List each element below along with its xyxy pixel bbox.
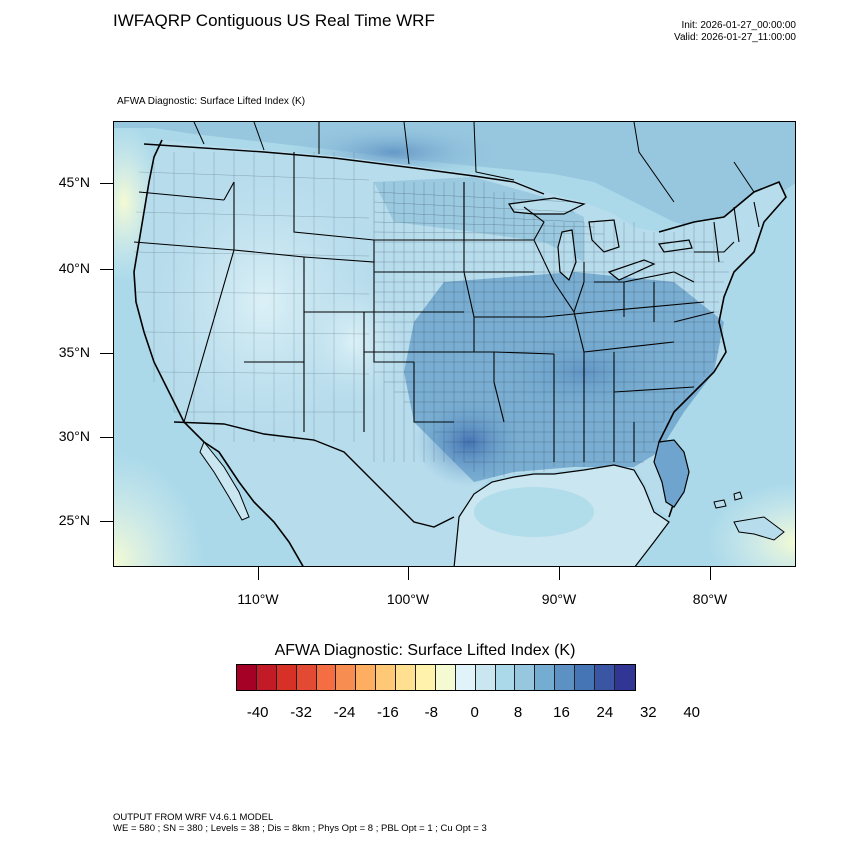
- colorbar-cell: [495, 665, 516, 690]
- lon-tick: [559, 567, 560, 580]
- lat-label-45n: 45°N: [58, 174, 90, 190]
- lat-tick: [100, 183, 113, 184]
- western-county-lines: [133, 152, 370, 442]
- colorbar-tick-label: 16: [553, 704, 570, 721]
- lat-tick: [100, 521, 113, 522]
- colorbar-tick-label: 0: [470, 704, 479, 721]
- us-canada-border: [143, 143, 545, 195]
- canada-land: [114, 122, 795, 232]
- colorbar-tick-label: -40: [246, 704, 269, 721]
- lon-tick: [408, 567, 409, 580]
- colorbar-cell: [614, 665, 635, 690]
- florida: [653, 439, 690, 508]
- lon-label-90w: 90°W: [541, 591, 577, 607]
- lon-tick: [258, 567, 259, 580]
- lake-ontario: [657, 239, 693, 253]
- colorbar-tick-label: -24: [333, 704, 356, 721]
- colorbar-cell: [435, 665, 456, 690]
- valid-time: Valid: 2026-01-27_11:00:00: [674, 32, 796, 43]
- bahamas-island: [733, 491, 743, 501]
- gulf-deeper: [474, 487, 594, 537]
- main-title: IWFAQRP Contiguous US Real Time WRF: [113, 11, 435, 30]
- colorbar-cell: [276, 665, 297, 690]
- init-time: Init: 2026-01-27_00:00:00: [681, 20, 796, 31]
- lat-label-30n: 30°N: [58, 428, 90, 444]
- lon-label-110w: 110°W: [237, 591, 279, 607]
- colorbar-tick-label: 32: [639, 704, 657, 721]
- lat-label-25n: 25°N: [58, 512, 90, 528]
- lat-label-40n: 40°N: [58, 260, 90, 276]
- lon-label-80w: 80°W: [692, 591, 728, 607]
- colorbar-tick-label: 24: [596, 704, 614, 721]
- run-times: Init: 2026-01-27_00:00:00 Valid: 2026-01…: [674, 20, 796, 44]
- northern-plains-region: [374, 177, 584, 262]
- lat-label-35n: 35°N: [58, 344, 90, 360]
- colorbar-cell: [356, 665, 377, 690]
- colorbar-tick-label: -16: [377, 704, 399, 721]
- lon-label-100w: 100°W: [386, 591, 430, 607]
- lon-tick: [710, 567, 711, 580]
- colorbar-cell: [416, 665, 436, 690]
- colorbar-cell: [455, 665, 476, 690]
- model-info-footer: OUTPUT FROM WRF V4.6.1 MODEL WE = 580 ; …: [113, 812, 487, 834]
- cuba: [733, 516, 785, 541]
- gulf-of-california: [199, 441, 250, 521]
- lat-tick: [100, 353, 113, 354]
- model-config: WE = 580 ; SN = 380 ; Levels = 38 ; Dis …: [113, 823, 487, 834]
- colorbar-title: AFWA Diagnostic: Surface Lifted Index (K…: [274, 642, 576, 659]
- lat-tick: [100, 437, 113, 438]
- colorbar-cell: [316, 665, 337, 690]
- colorbar-cell: [475, 665, 496, 690]
- county-lines: [373, 182, 729, 477]
- lake-michigan: [557, 229, 577, 282]
- map-panel: [113, 121, 796, 567]
- map-canvas: [114, 122, 795, 566]
- province-boundaries: [193, 122, 755, 203]
- colorbar-cell: [237, 665, 257, 690]
- warm-region-southwest: [114, 452, 204, 566]
- colorbar-tick-label: 40: [683, 704, 701, 721]
- colorbar-cell: [535, 665, 556, 690]
- colorbar-cell: [555, 665, 576, 690]
- colorbar-cell: [256, 665, 277, 690]
- colorbar-cell: [595, 665, 615, 690]
- colorbar-cell: [575, 665, 596, 690]
- colorbar-tick-label: -32: [290, 704, 312, 721]
- colorbar: [236, 664, 636, 691]
- colorbar-cell: [396, 665, 417, 690]
- colorbar-cell: [515, 665, 536, 690]
- model-version: OUTPUT FROM WRF V4.6.1 MODEL: [113, 812, 274, 823]
- pacific-coastline: [133, 139, 304, 566]
- colorbar-cell: [296, 665, 317, 690]
- colorbar-cell: [336, 665, 357, 690]
- field-title: AFWA Diagnostic: Surface Lifted Index (K…: [117, 96, 306, 107]
- lat-tick: [100, 269, 113, 270]
- colorbar-tick-label: 8: [513, 704, 523, 721]
- bahamas-island: [713, 499, 727, 509]
- colorbar-cell: [376, 665, 397, 690]
- us-mexico-border: [173, 421, 455, 528]
- colorbar-tick-label: -8: [424, 704, 438, 721]
